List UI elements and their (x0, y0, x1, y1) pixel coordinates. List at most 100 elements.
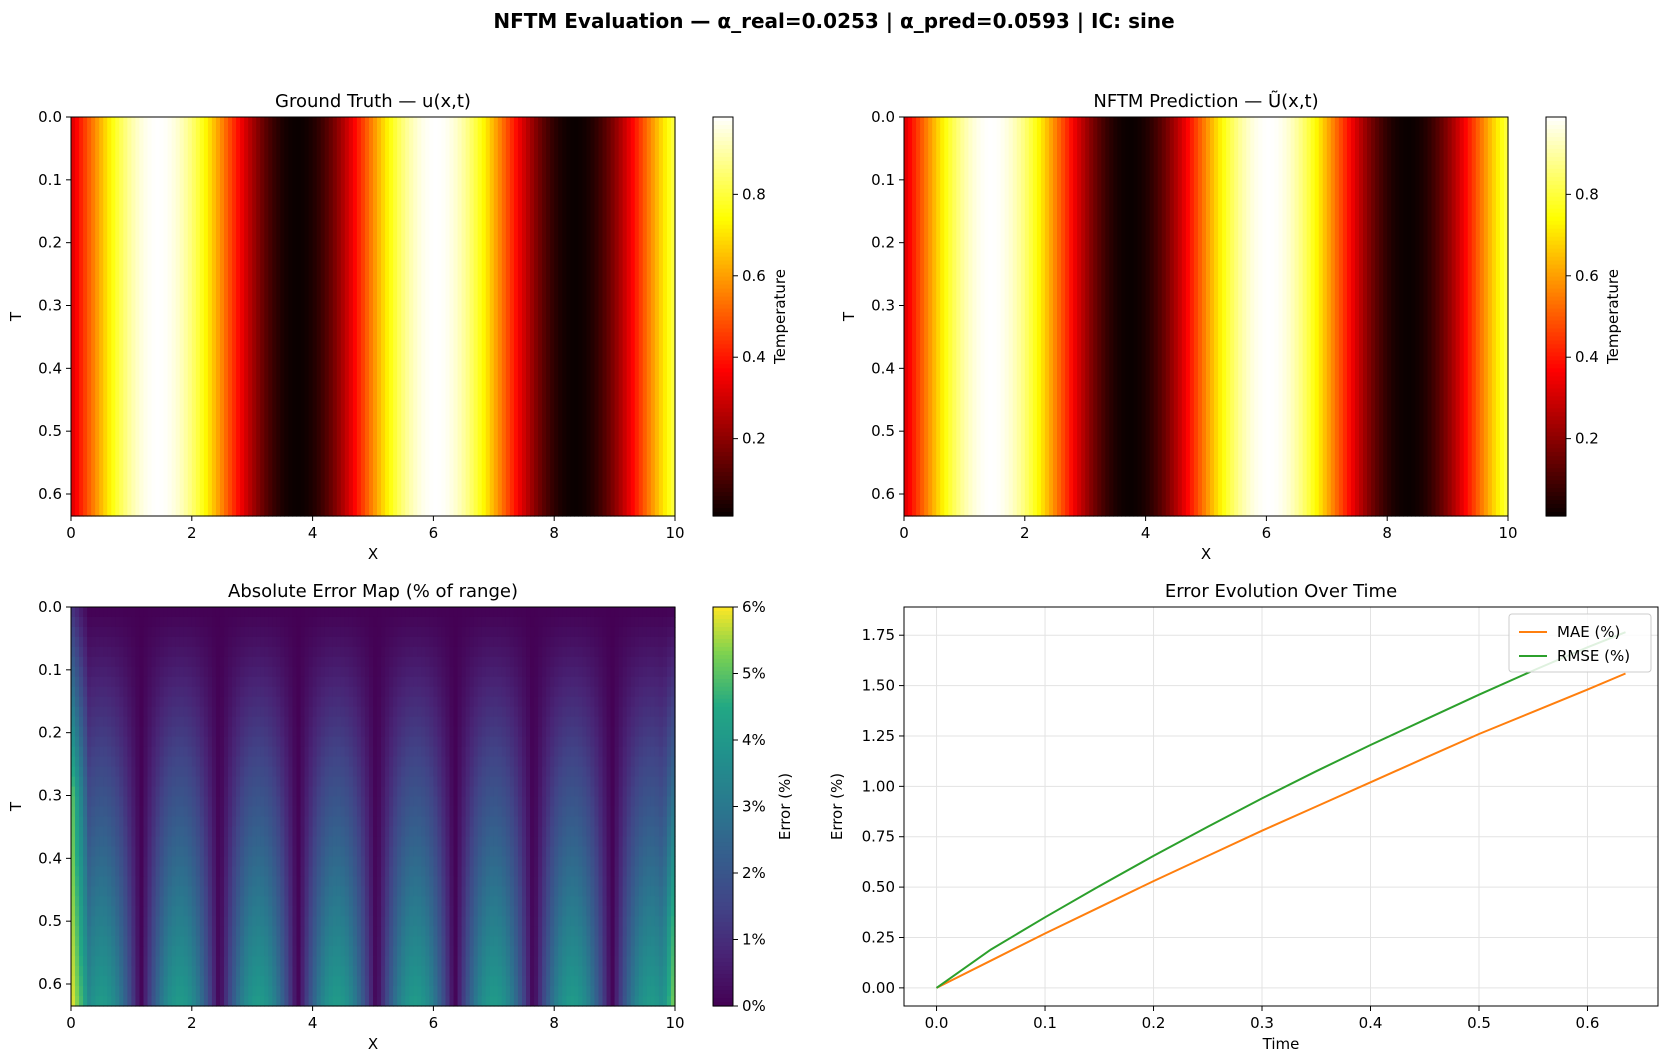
heatmap-cell (389, 726, 394, 738)
heatmap-cell (598, 616, 604, 628)
heatmap-cell (429, 756, 434, 768)
heatmap-cell (485, 786, 491, 798)
heatmap-cell (296, 756, 302, 768)
heatmap-cell (352, 686, 358, 698)
heatmap-cell (473, 616, 479, 628)
heatmap-cell (356, 636, 362, 648)
heatmap-cell (240, 826, 245, 838)
heatmap-cell (445, 866, 451, 877)
heatmap-cell (429, 646, 434, 658)
heatmap-cell (332, 656, 338, 668)
colorbar-segment (713, 248, 733, 254)
heatmap-cell (336, 756, 342, 768)
heatmap-cell (421, 846, 426, 857)
heatmap-cell (373, 816, 378, 828)
heatmap-cell (292, 117, 298, 517)
heatmap-cell (461, 626, 467, 638)
heatmap-cell (163, 676, 169, 688)
heatmap-cell (654, 836, 660, 847)
heatmap-cell (95, 816, 100, 828)
heatmap-cell (602, 736, 608, 748)
colorbar-segment (1546, 248, 1566, 254)
heatmap-cell (642, 626, 648, 638)
heatmap-cell (115, 666, 120, 678)
heatmap-cell (292, 666, 298, 678)
heatmap-cell (344, 866, 350, 877)
heatmap-cell (203, 896, 209, 907)
heatmap-cell (662, 716, 668, 728)
heatmap-cell (634, 117, 640, 517)
heatmap-cell (191, 876, 197, 887)
heatmap-cell (521, 716, 527, 728)
heatmap-cell (377, 796, 382, 808)
heatmap-cell (493, 656, 499, 668)
heatmap-cell (83, 656, 88, 668)
heatmap-cell (449, 836, 455, 847)
heatmap-cell (107, 856, 112, 867)
heatmap-cell (348, 856, 354, 867)
heatmap-cell (308, 746, 314, 758)
heatmap-cell (324, 846, 330, 857)
heatmap-cell (469, 806, 475, 818)
heatmap-cell (272, 636, 277, 648)
heatmap-cell (304, 636, 310, 648)
heatmap-cell (377, 117, 382, 517)
heatmap-cell (171, 686, 177, 698)
heatmap-cell (413, 686, 418, 698)
heatmap-cell (521, 856, 527, 867)
heatmap-cell (179, 656, 185, 668)
colorbar-segment (713, 380, 733, 385)
heatmap-cell (634, 766, 640, 778)
heatmap-cell (95, 886, 100, 897)
heatmap-cell (606, 806, 612, 818)
heatmap-cell (610, 796, 616, 808)
heatmap-cell (139, 866, 145, 877)
heatmap-cell (397, 626, 402, 638)
heatmap-cell (530, 656, 535, 668)
heatmap-cell (509, 776, 515, 788)
heatmap-cell (493, 876, 499, 887)
heatmap-cell (594, 706, 600, 718)
heatmap-cell (264, 636, 269, 648)
heatmap-cell (143, 846, 149, 857)
heatmap-cell (554, 656, 559, 668)
heatmap-cell (215, 796, 221, 808)
heatmap-cell (272, 696, 277, 708)
heatmap-cell (550, 646, 555, 658)
heatmap-cell (332, 796, 338, 808)
heatmap-cell (115, 706, 120, 718)
heatmap-cell (308, 836, 314, 847)
heatmap-cell (542, 607, 547, 618)
colorbar-segment (1546, 372, 1566, 377)
heatmap-cell (1189, 117, 1195, 517)
heatmap-cell (550, 656, 555, 668)
heatmap-cell (614, 886, 620, 897)
heatmap-cell (179, 696, 185, 708)
heatmap-cell (364, 716, 370, 728)
heatmap-cell (207, 746, 213, 758)
heatmap-cell (123, 786, 128, 798)
heatmap-cell (260, 836, 265, 847)
heatmap-cell (513, 816, 519, 828)
heatmap-cell (389, 746, 394, 758)
heatmap-cell (610, 756, 616, 768)
heatmap-cell (332, 746, 338, 758)
heatmap-cell (119, 826, 124, 838)
heatmap-cell (477, 656, 483, 668)
heatmap-cell (280, 866, 286, 877)
colorbar-segment (1546, 304, 1566, 310)
heatmap-cell (268, 766, 273, 778)
heatmap-cell (87, 876, 92, 887)
heatmap-cell (199, 676, 205, 688)
heatmap-cell (83, 716, 88, 728)
heatmap-cell (215, 756, 221, 768)
heatmap-cell (300, 666, 306, 678)
heatmap-cell (280, 706, 286, 718)
heatmap-cell (119, 626, 124, 638)
heatmap-cell (417, 806, 422, 818)
heatmap-cell (574, 607, 579, 618)
heatmap-cell (284, 726, 290, 738)
heatmap-cell (159, 846, 165, 857)
colorbar-segment (713, 200, 733, 206)
heatmap-cell (284, 756, 290, 768)
